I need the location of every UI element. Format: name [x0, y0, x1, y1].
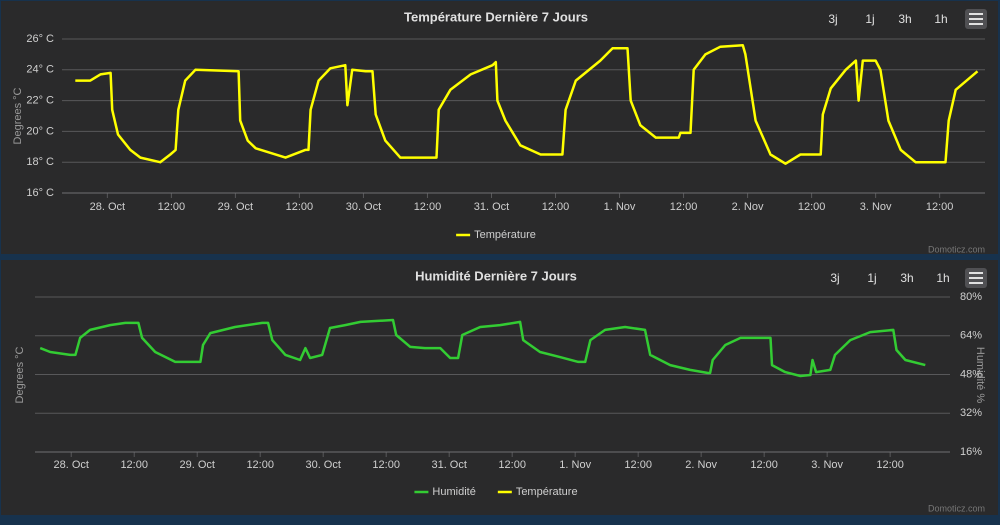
panel [1, 1, 998, 254]
x-tick-label: 12:00 [750, 459, 778, 471]
x-tick-label: 12:00 [798, 201, 826, 213]
x-tick-label: 2. Nov [732, 201, 764, 213]
range-button[interactable]: 3j [830, 271, 839, 285]
y-tick-label: 22° C [26, 95, 54, 107]
y2-tick-label: 80% [960, 291, 982, 303]
chart-title: Température Dernière 7 Jours [404, 9, 588, 24]
x-tick-label: 1. Nov [604, 201, 636, 213]
x-tick-label: 31. Oct [431, 459, 466, 471]
x-tick-label: 12:00 [120, 459, 148, 471]
panel [1, 260, 998, 515]
menu-icon-bar [969, 13, 983, 15]
x-tick-label: 12:00 [926, 201, 954, 213]
range-button[interactable]: 3h [900, 271, 913, 285]
range-button[interactable]: 1h [936, 271, 949, 285]
legend-label[interactable]: Température [474, 229, 536, 241]
x-tick-label: 12:00 [372, 459, 400, 471]
menu-icon-bar [969, 277, 983, 279]
x-tick-label: 28. Oct [90, 201, 125, 213]
y-tick-label: 20° C [26, 125, 54, 137]
x-tick-label: 12:00 [876, 459, 904, 471]
x-tick-label: 28. Oct [53, 459, 88, 471]
x-tick-label: 29. Oct [218, 201, 253, 213]
y2-tick-label: 64% [960, 330, 982, 342]
credit: Domoticz.com [928, 244, 985, 254]
x-tick-label: 12:00 [414, 201, 442, 213]
range-button[interactable]: 3h [898, 12, 911, 26]
y2-tick-label: 32% [960, 407, 982, 419]
x-tick-label: 30. Oct [346, 201, 381, 213]
range-button[interactable]: 1j [865, 12, 874, 26]
x-tick-label: 3. Nov [860, 201, 892, 213]
menu-icon-bar [969, 282, 983, 284]
y2-axis-title: Humidité % [974, 347, 986, 403]
x-tick-label: 12:00 [246, 459, 274, 471]
x-tick-label: 12:00 [498, 459, 526, 471]
x-tick-label: 3. Nov [811, 459, 843, 471]
credit: Domoticz.com [928, 503, 985, 513]
y2-tick-label: 16% [960, 446, 982, 458]
y-tick-label: 24° C [26, 64, 54, 76]
y-axis-title: Degrees °C [12, 87, 24, 144]
range-button[interactable]: 1h [934, 12, 947, 26]
range-button[interactable]: 1j [867, 271, 876, 285]
x-tick-label: 12:00 [542, 201, 570, 213]
legend-label[interactable]: Température [516, 486, 578, 498]
x-tick-label: 12:00 [286, 201, 314, 213]
range-button[interactable]: 3j [828, 12, 837, 26]
menu-icon-bar [969, 18, 983, 20]
x-tick-label: 29. Oct [179, 459, 214, 471]
x-tick-label: 12:00 [670, 201, 698, 213]
y-tick-label: 16° C [26, 187, 54, 199]
legend-label[interactable]: Humidité [432, 486, 475, 498]
y2-tick-label: 48% [960, 368, 982, 380]
x-tick-label: 12:00 [158, 201, 186, 213]
x-tick-label: 30. Oct [305, 459, 340, 471]
x-tick-label: 2. Nov [685, 459, 717, 471]
data-line [75, 43, 979, 165]
data-line [39, 318, 926, 378]
menu-icon-bar [969, 272, 983, 274]
y-axis-title: Degrees °C [14, 346, 26, 403]
x-tick-label: 1. Nov [559, 459, 591, 471]
y-tick-label: 18° C [26, 156, 54, 168]
chart-title: Humidité Dernière 7 Jours [415, 268, 577, 283]
x-tick-label: 31. Oct [474, 201, 509, 213]
y-tick-label: 26° C [26, 33, 54, 45]
menu-icon-bar [969, 23, 983, 25]
x-tick-label: 12:00 [624, 459, 652, 471]
